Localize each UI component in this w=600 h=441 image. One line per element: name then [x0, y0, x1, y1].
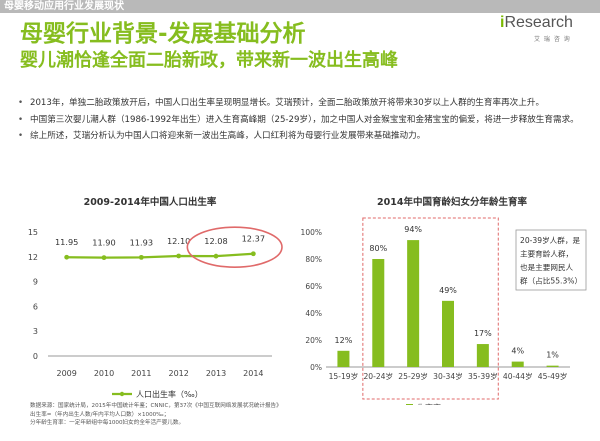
x-tick-label: 25-29岁 [398, 371, 428, 381]
logo-chinese: 艾 瑞 咨 询 [534, 36, 571, 43]
y-tick-label: 80% [305, 255, 322, 264]
x-tick-label: 40-44岁 [503, 371, 533, 381]
x-tick-label: 20-24岁 [363, 371, 393, 381]
birth-rate-line-chart: 2009-2014年中国人口出生率 0 3 6 9 12 15 2009 2010 2011 201… [28, 196, 283, 399]
bar [511, 361, 524, 367]
annotation-line: 主要育龄人群， [520, 249, 573, 259]
y-tick-label: 0% [310, 363, 322, 372]
data-label: 17% [474, 329, 492, 338]
source-notes: 数据来源：国家统计局，2015年中国统计年鉴；CNNIC，第37次《中国互联网络… [30, 402, 450, 428]
bullet-dot: • [18, 131, 24, 141]
chart-title: 2014年中国育龄妇女分年龄生育率 [377, 196, 527, 208]
bullet-item: • 中国第三次婴儿潮人群（1986-1992年出生）进入生育高峰期（25-29岁）… [18, 113, 593, 128]
source-line: 出生率=（年内出生人数/年内平均人口数）×1000‰； [30, 411, 170, 418]
x-tick-label: 2011 [131, 369, 151, 378]
bar [337, 350, 350, 367]
top-bar: 母婴移动应用行业发展现状 [0, 0, 600, 13]
bullet-text: 综上所述，艾瑞分析认为中国人口将迎来新一波出生高峰，人口红利将为母婴行业发展带来… [30, 131, 426, 141]
bar [476, 344, 489, 367]
x-tick-label: 30-34岁 [433, 371, 463, 381]
iresearch-logo: iResearch 艾 瑞 咨 询 [500, 14, 596, 52]
y-tick-label: 100% [301, 228, 322, 237]
data-label: 1% [546, 351, 559, 360]
bullet-item: • 2013年，单独二胎政策放开后，中国人口出生率呈现明显增长。艾瑞预计，全面二胎… [18, 96, 593, 111]
y-tick-label: 0 [33, 352, 38, 361]
data-label: 12.08 [204, 236, 227, 246]
annotation-line: 也是主要网民人 [520, 262, 574, 272]
y-tick-label: 20% [305, 336, 322, 345]
data-label: 49% [439, 286, 457, 295]
bar [407, 240, 420, 367]
x-tick-label: 2012 [168, 369, 188, 378]
x-tick-label: 2014 [243, 369, 263, 378]
x-tick-label: 2009 [56, 369, 76, 378]
data-label: 11.90 [92, 238, 115, 248]
y-tick-label: 15 [28, 228, 38, 237]
bullet-item: • 综上所述，艾瑞分析认为中国人口将迎来新一波出生高峰，人口红利将为母婴行业发展带… [18, 129, 593, 144]
highlight-ellipse [186, 226, 283, 268]
page-title: 母婴行业背景-发展基础分析 [20, 21, 306, 47]
bullet-text: 中国第三次婴儿潮人群（1986-1992年出生）进入生育高峰期（25-29岁），… [30, 114, 579, 125]
annotation-line: 20-39岁人群，是 [520, 235, 580, 245]
annotation-box [515, 229, 587, 291]
x-tick-label: 2010 [94, 369, 114, 378]
y-tick-label: 3 [33, 327, 38, 336]
y-tick-label: 12 [28, 253, 38, 262]
bar [372, 259, 385, 367]
data-label: 4% [511, 347, 524, 356]
data-point [176, 253, 182, 259]
source-line: 分年龄生育率：一定年龄组中每1000妇女的全年活产婴儿数。 [30, 420, 185, 426]
bar [546, 365, 559, 367]
legend-marker [119, 391, 125, 397]
bar [442, 300, 454, 367]
highlight-box [362, 217, 499, 400]
y-tick-label: 9 [33, 278, 38, 287]
y-tick-label: 6 [33, 302, 38, 311]
data-label: 94% [404, 225, 422, 234]
data-label: 12.10 [167, 236, 190, 246]
series-line-birth-rate [66, 252, 254, 259]
data-label: 12.37 [242, 234, 265, 244]
top-bar-text: 母婴移动应用行业发展现状 [4, 1, 124, 12]
legend-label: 生育率 [417, 403, 441, 406]
legend-label: 人口出生率（‰） [136, 389, 203, 399]
bullet-list: • 2013年，单独二胎政策放开后，中国人口出生率呈现明显增长。艾瑞预计，全面二胎… [18, 96, 593, 146]
annotation-line: 群（占比55.3%） [520, 276, 582, 286]
data-point [138, 254, 144, 260]
x-tick-label: 35-39岁 [468, 371, 498, 381]
y-tick-label: 60% [305, 282, 322, 291]
bullet-dot: • [18, 114, 24, 125]
source-line: 数据来源：国家统计局，2015年中国统计年鉴；CNNIC，第37次《中国互联网络… [30, 403, 282, 409]
data-point [101, 255, 107, 261]
chart-title: 2009-2014年中国人口出生率 [84, 196, 217, 208]
x-tick-label: 45-49岁 [538, 371, 568, 381]
x-tick-label: 15-19岁 [329, 371, 359, 381]
data-point [213, 253, 219, 259]
data-label: 80% [369, 244, 387, 253]
page-subtitle: 婴儿潮恰逢全面二胎新政，带来新一波出生高峰 [20, 50, 398, 71]
logo-wordmark: iResearch [500, 14, 573, 31]
data-label: 12% [335, 336, 353, 345]
data-point [250, 251, 256, 257]
fertility-bar-chart: 2014年中国育龄妇女分年龄生育率 0% 20% 40% 60% 80% 100% 12% 15… [301, 196, 587, 406]
bullet-text: 2013年，单独二胎政策放开后，中国人口出生率呈现明显增长。艾瑞预计，全面二胎政… [30, 98, 545, 108]
data-label: 11.95 [55, 237, 78, 247]
legend-swatch [406, 404, 413, 405]
data-point [64, 254, 70, 260]
y-tick-label: 40% [305, 309, 322, 318]
bullet-dot: • [18, 98, 24, 108]
data-label: 11.93 [130, 237, 153, 247]
x-tick-label: 2013 [206, 369, 226, 378]
